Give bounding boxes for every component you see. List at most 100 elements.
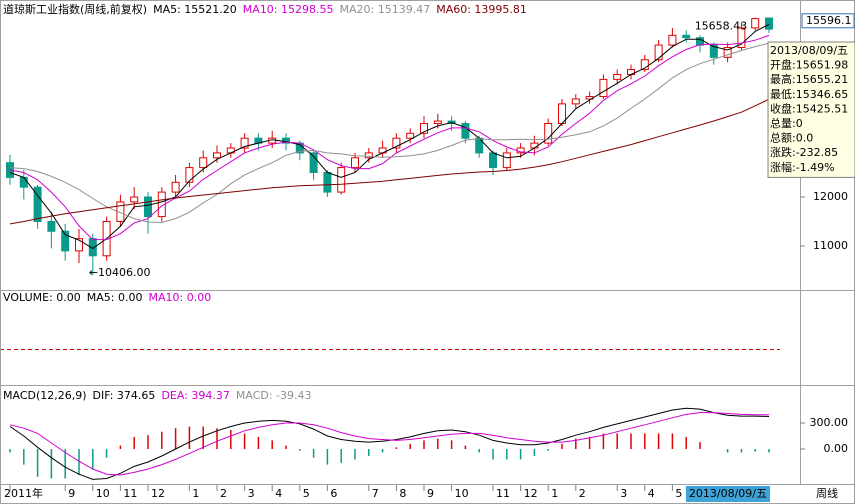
candle-body [75,238,83,252]
candle-body [323,171,332,193]
candle-body [489,152,497,169]
x-tick-label: 1 [192,487,199,500]
x-tick-label: 2013/08/09/五 [689,487,767,500]
legend-text: MA60: 13995.81 [436,3,527,16]
x-tick-label: 5 [675,487,682,500]
candle-body [351,157,359,169]
info-row: 涨跌:-232.85 [770,145,838,159]
info-row: 涨幅:-1.49% [770,161,835,174]
candle-body [185,167,194,183]
candle-body [723,47,732,58]
candle-body [337,167,346,193]
candle-body [433,120,442,124]
legend-text: MA20: 15139.47 [340,3,431,16]
low-annotation: ←10406.00 [89,266,151,279]
candle-body [599,78,608,98]
legend-text: MA5: 0.00 [87,291,143,304]
last-price-label: 15596.1 [806,14,852,27]
x-tick-label: 9 [68,487,75,500]
candle-body [613,73,622,80]
info-row: 最高:15655.21 [770,72,848,86]
candle-body [502,152,511,169]
candle-body [61,230,70,252]
candle-body [213,152,221,159]
info-row: 最低:15346.65 [770,88,848,101]
legend-text: MA5: 15521.20 [153,3,237,16]
candle-body [765,17,773,30]
candle-body [668,34,677,46]
candle-body [171,181,180,193]
candle-body [199,157,208,169]
x-tick-label: 3 [248,487,255,500]
info-row: 开盘:15651.98 [770,58,848,72]
x-tick-label: 2 [220,487,227,500]
x-tick-label: 12 [151,487,165,500]
candle-body [682,34,691,39]
candle-body [461,122,470,139]
x-tick-label: 3 [620,487,627,500]
ma-line [9,23,770,249]
candle-body [640,59,649,71]
info-row: 总额:0.0 [770,131,813,145]
high-annotation: 15658.43 [695,20,748,33]
candle-body [144,196,152,218]
candle-body [406,132,415,139]
ma-line [9,98,770,225]
legend-text: DIF: 374.65 [93,389,156,402]
ma-line [9,42,770,224]
legend-text: MA10: 0.00 [148,291,211,304]
chart-title: MACD(12,26,9) [3,389,87,402]
x-tick-label: 8 [399,487,406,500]
legend-text: MACD: -39.43 [236,389,312,402]
candle-body [88,238,97,257]
x-tick-label: 2 [579,487,586,500]
y-tick-label: 300.00 [810,416,849,429]
candle-body [33,186,42,222]
period-label: 周线 [816,486,838,500]
x-tick-label: 12 [524,487,538,500]
chart-title: VOLUME: 0.00 [3,291,81,304]
candle-body [309,152,318,173]
candle-body [392,137,401,149]
info-row: 收盘:15425.51 [770,101,848,115]
y-tick-label: 12000 [813,190,848,203]
info-row: 总量:0 [770,116,803,130]
candle-body [530,142,539,149]
x-tick-label: 10 [96,487,110,500]
y-tick-label: 0.00 [824,442,849,455]
x-tick-label: 4 [648,487,655,500]
last-price-box [801,13,855,29]
legend-text: DEA: 394.37 [161,389,229,402]
candle-body [654,44,663,61]
macd-line [9,412,769,476]
x-tick-label: 2011年 [4,486,43,500]
x-tick-label: 4 [275,487,282,500]
candle-body [751,18,760,29]
x-tick-label: 9 [427,487,434,500]
candle-body [19,176,28,188]
x-tick-label: 10 [455,487,469,500]
info-date: 2013/08/09/五 [770,44,848,57]
x-tick-label: 11 [496,487,510,500]
y-tick-label: 11000 [813,239,848,252]
candle-body [737,27,746,49]
candle-body [364,152,373,159]
x-tick-label: 5 [303,487,310,500]
candle-body [47,220,56,232]
candle-body [544,122,553,144]
x-tick-label: 11 [123,487,137,500]
x-tick-label: 1 [551,487,558,500]
candle-body [709,44,718,58]
candle-body [130,196,139,203]
info-panel [767,41,855,178]
x-tick-label: 7 [372,487,379,500]
ma-line [9,34,770,241]
candle-body [420,122,428,134]
chart-title: 道琼斯工业指数(周线,前复权) [3,2,147,16]
candle-body [240,137,249,149]
date-highlight [685,486,770,502]
x-tick-label: 6 [330,487,337,500]
